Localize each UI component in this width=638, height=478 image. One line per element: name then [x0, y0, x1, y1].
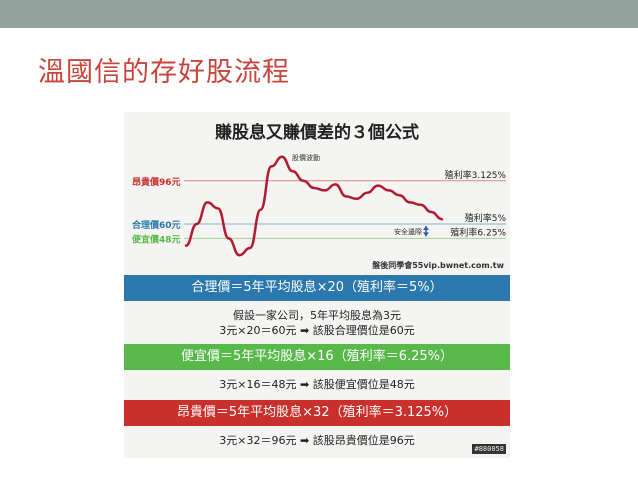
reference-label-right-0: 殖利率3.125% — [445, 169, 507, 181]
fair-example-line1: 假設一家公司，5年平均股息為3元 — [233, 309, 401, 322]
watermark-tag: #880058 — [472, 444, 506, 454]
reference-label-left-2: 便宜價48元 — [132, 233, 181, 245]
expensive-example: 3元×32＝96元 ➡ 該股昂貴價位是96元 — [219, 434, 415, 447]
reference-label-left-0: 昂貴價96元 — [132, 176, 181, 188]
slide-title: 溫國信的存好股流程 — [38, 57, 290, 88]
fair-price-formula: 合理價＝5年平均股息×20（殖利率＝5%） — [124, 275, 510, 301]
safety-arrow-head-down — [423, 232, 429, 237]
reference-label-right-2: 殖利率6.25% — [450, 226, 506, 238]
reference-label-right-1: 殖利率5% — [465, 212, 507, 224]
price-wave-annotation: 股價波動 — [292, 153, 320, 162]
chart-title: 賺股息又賺價差的３個公式 — [215, 123, 419, 143]
expensive-price-formula: 昂貴價＝5年平均股息×32（殖利率＝3.125%） — [124, 400, 510, 426]
source-note: 盤後同學會55vip.bwnet.com.tw — [371, 260, 504, 270]
reference-label-left-1: 合理價60元 — [132, 219, 181, 231]
price-chart: 昂貴價96元 殖利率3.125% 合理價60元 殖利率5% 便宜價48元 殖利率6.25%… — [132, 153, 507, 270]
cheap-price-formula: 便宜價＝5年平均股息×16（殖利率＝6.25%） — [124, 344, 510, 370]
price-line — [184, 155, 444, 257]
fair-example-line2: 3元×20＝60元 ➡ 該股合理價位是60元 — [219, 324, 415, 337]
formula-panel: 賺股息又賺價差的３個公式 昂貴價96元 殖利率3.125% 合理價60元 殖利率5% 便… — [124, 112, 510, 458]
cheap-example: 3元×16＝48元 ➡ 該股便宜價位是48元 — [219, 378, 415, 391]
safety-margin-annotation: 安全邊際 — [394, 227, 422, 236]
top-bar — [0, 0, 638, 28]
safety-arrow-head-up — [423, 226, 429, 230]
